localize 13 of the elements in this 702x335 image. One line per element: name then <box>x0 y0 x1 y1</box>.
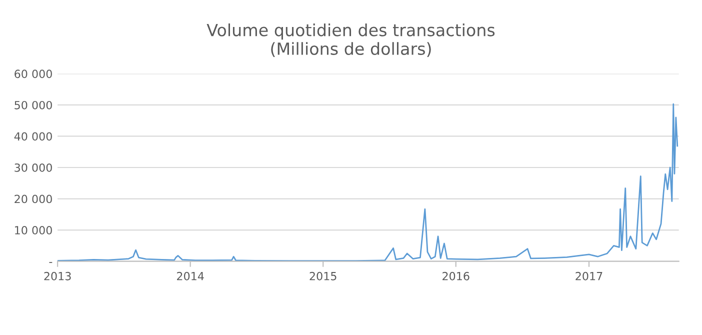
x-tick-label: 2015 <box>310 272 336 280</box>
y-tick-label: 20 000 <box>14 194 52 204</box>
x-tick-label: 2016 <box>442 272 470 280</box>
chart-title: Volume quotidien des transactions (Millions de dollars) <box>206 23 495 57</box>
x-tick-label: 2017 <box>576 272 602 280</box>
y-tick-label: 50 000 <box>14 100 52 110</box>
y-tick-label: 40 000 <box>14 132 52 141</box>
y-tick-label: 60 000 <box>14 70 52 78</box>
y-tick-label: 10 000 <box>15 226 52 234</box>
x-tick-label: 2014 <box>177 272 204 280</box>
y-tick-label: 30 000 <box>14 163 52 172</box>
y-tick-label: - <box>49 262 52 263</box>
x-tick-label: 2013 <box>44 272 71 280</box>
